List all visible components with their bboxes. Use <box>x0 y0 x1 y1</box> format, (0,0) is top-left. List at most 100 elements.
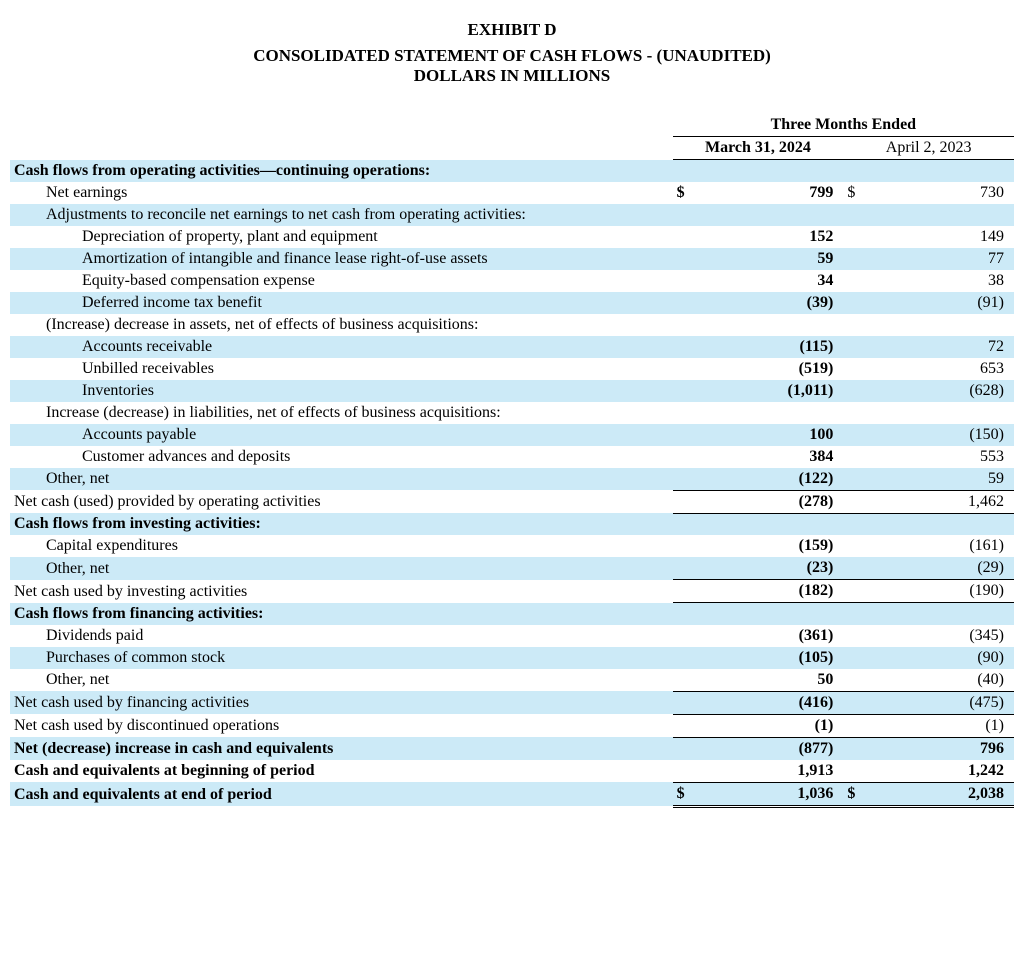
table-row: Deferred income tax benefit (39) (91) <box>10 292 1014 314</box>
currency-symbol-col1 <box>673 292 703 314</box>
table-row: Equity-based compensation expense3438 <box>10 270 1014 292</box>
currency-symbol-col2 <box>843 380 873 402</box>
value-col2 <box>873 314 1014 336</box>
table-row: (Increase) decrease in assets, net of ef… <box>10 314 1014 336</box>
table-row: Unbilled receivables(519)653 <box>10 358 1014 380</box>
value-col1: 799 <box>703 182 844 204</box>
row-label: Net cash used by investing activities <box>10 580 673 603</box>
currency-symbol-col2 <box>843 737 873 760</box>
currency-symbol-col1 <box>673 535 703 557</box>
currency-symbol-col1: $ <box>673 182 703 204</box>
value-col1: 152 <box>703 226 844 248</box>
value-col2 <box>873 402 1014 424</box>
value-col1: (278) <box>703 490 844 513</box>
value-col2 <box>873 160 1014 182</box>
currency-symbol-col1 <box>673 468 703 491</box>
table-row: Adjustments to reconcile net earnings to… <box>10 204 1014 226</box>
value-col1: (122) <box>703 468 844 491</box>
value-col2 <box>873 204 1014 226</box>
currency-symbol-col2 <box>843 714 873 737</box>
table-row: Other, net50(40) <box>10 669 1014 692</box>
table-row: Net cash used by investing activities(18… <box>10 580 1014 603</box>
currency-symbol-col1 <box>673 336 703 358</box>
row-label: Dividends paid <box>10 625 673 647</box>
currency-symbol-col2 <box>843 204 873 226</box>
value-col2 <box>873 513 1014 535</box>
value-col2: (475) <box>873 691 1014 714</box>
currency-symbol-col2 <box>843 468 873 491</box>
periods-super-header: Three Months Ended <box>673 114 1014 137</box>
row-label: Net earnings <box>10 182 673 204</box>
currency-symbol-col1 <box>673 760 703 783</box>
value-col2: (345) <box>873 625 1014 647</box>
currency-symbol-col1 <box>673 669 703 692</box>
value-col1 <box>703 314 844 336</box>
value-col1: 384 <box>703 446 844 468</box>
currency-symbol-col1 <box>673 204 703 226</box>
table-row: Cash flows from operating activities—con… <box>10 160 1014 182</box>
row-label: Adjustments to reconcile net earnings to… <box>10 204 673 226</box>
period-1-header: March 31, 2024 <box>673 137 844 160</box>
currency-symbol-col2 <box>843 270 873 292</box>
currency-symbol-col2 <box>843 160 873 182</box>
value-col1: 50 <box>703 669 844 692</box>
currency-symbol-col2 <box>843 402 873 424</box>
value-col1: (39) <box>703 292 844 314</box>
value-col2: 2,038 <box>873 782 1014 806</box>
value-col1: 1,913 <box>703 760 844 783</box>
row-label: (Increase) decrease in assets, net of ef… <box>10 314 673 336</box>
value-col1: (23) <box>703 557 844 580</box>
row-label: Accounts payable <box>10 424 673 446</box>
value-col1: (1) <box>703 714 844 737</box>
currency-symbol-col1 <box>673 625 703 647</box>
value-col2: (628) <box>873 380 1014 402</box>
table-row: Cash and equivalents at end of period$1,… <box>10 782 1014 806</box>
value-col1: 100 <box>703 424 844 446</box>
period-2-header: April 2, 2023 <box>843 137 1014 160</box>
currency-symbol-col1 <box>673 226 703 248</box>
currency-symbol-col1 <box>673 314 703 336</box>
currency-symbol-col2 <box>843 424 873 446</box>
table-row: Inventories(1,011)(628) <box>10 380 1014 402</box>
value-col2: 796 <box>873 737 1014 760</box>
currency-symbol-col1: $ <box>673 782 703 806</box>
value-col2: (91) <box>873 292 1014 314</box>
row-label: Net (decrease) increase in cash and equi… <box>10 737 673 760</box>
row-label: Inventories <box>10 380 673 402</box>
currency-symbol-col1 <box>673 358 703 380</box>
value-col2 <box>873 603 1014 625</box>
value-col2: (161) <box>873 535 1014 557</box>
table-row: Dividends paid (361) (345) <box>10 625 1014 647</box>
currency-symbol-col2 <box>843 625 873 647</box>
value-col2: (40) <box>873 669 1014 692</box>
table-row: Customer advances and deposits384553 <box>10 446 1014 468</box>
currency-symbol-col2 <box>843 248 873 270</box>
value-col2: 1,242 <box>873 760 1014 783</box>
currency-symbol-col1 <box>673 424 703 446</box>
row-label: Deferred income tax benefit <box>10 292 673 314</box>
currency-symbol-col1 <box>673 402 703 424</box>
currency-symbol-col2 <box>843 292 873 314</box>
currency-symbol-col1 <box>673 737 703 760</box>
table-row: Net cash used by financing activities(41… <box>10 691 1014 714</box>
value-col1: (361) <box>703 625 844 647</box>
value-col2: (29) <box>873 557 1014 580</box>
row-label: Unbilled receivables <box>10 358 673 380</box>
row-label: Customer advances and deposits <box>10 446 673 468</box>
currency-symbol-col1 <box>673 446 703 468</box>
table-row: Cash flows from investing activities: <box>10 513 1014 535</box>
row-label: Cash flows from financing activities: <box>10 603 673 625</box>
row-label: Net cash used by financing activities <box>10 691 673 714</box>
currency-symbol-col2: $ <box>843 182 873 204</box>
value-col1 <box>703 204 844 226</box>
currency-symbol-col1 <box>673 490 703 513</box>
currency-symbol-col2 <box>843 490 873 513</box>
subtitle-units: DOLLARS IN MILLIONS <box>10 66 1014 86</box>
value-col1 <box>703 513 844 535</box>
currency-symbol-col1 <box>673 647 703 669</box>
currency-symbol-col1 <box>673 714 703 737</box>
statement-title: CONSOLIDATED STATEMENT OF CASH FLOWS - (… <box>10 46 1014 66</box>
value-col2: (190) <box>873 580 1014 603</box>
currency-symbol-col1 <box>673 513 703 535</box>
currency-symbol-col1 <box>673 691 703 714</box>
